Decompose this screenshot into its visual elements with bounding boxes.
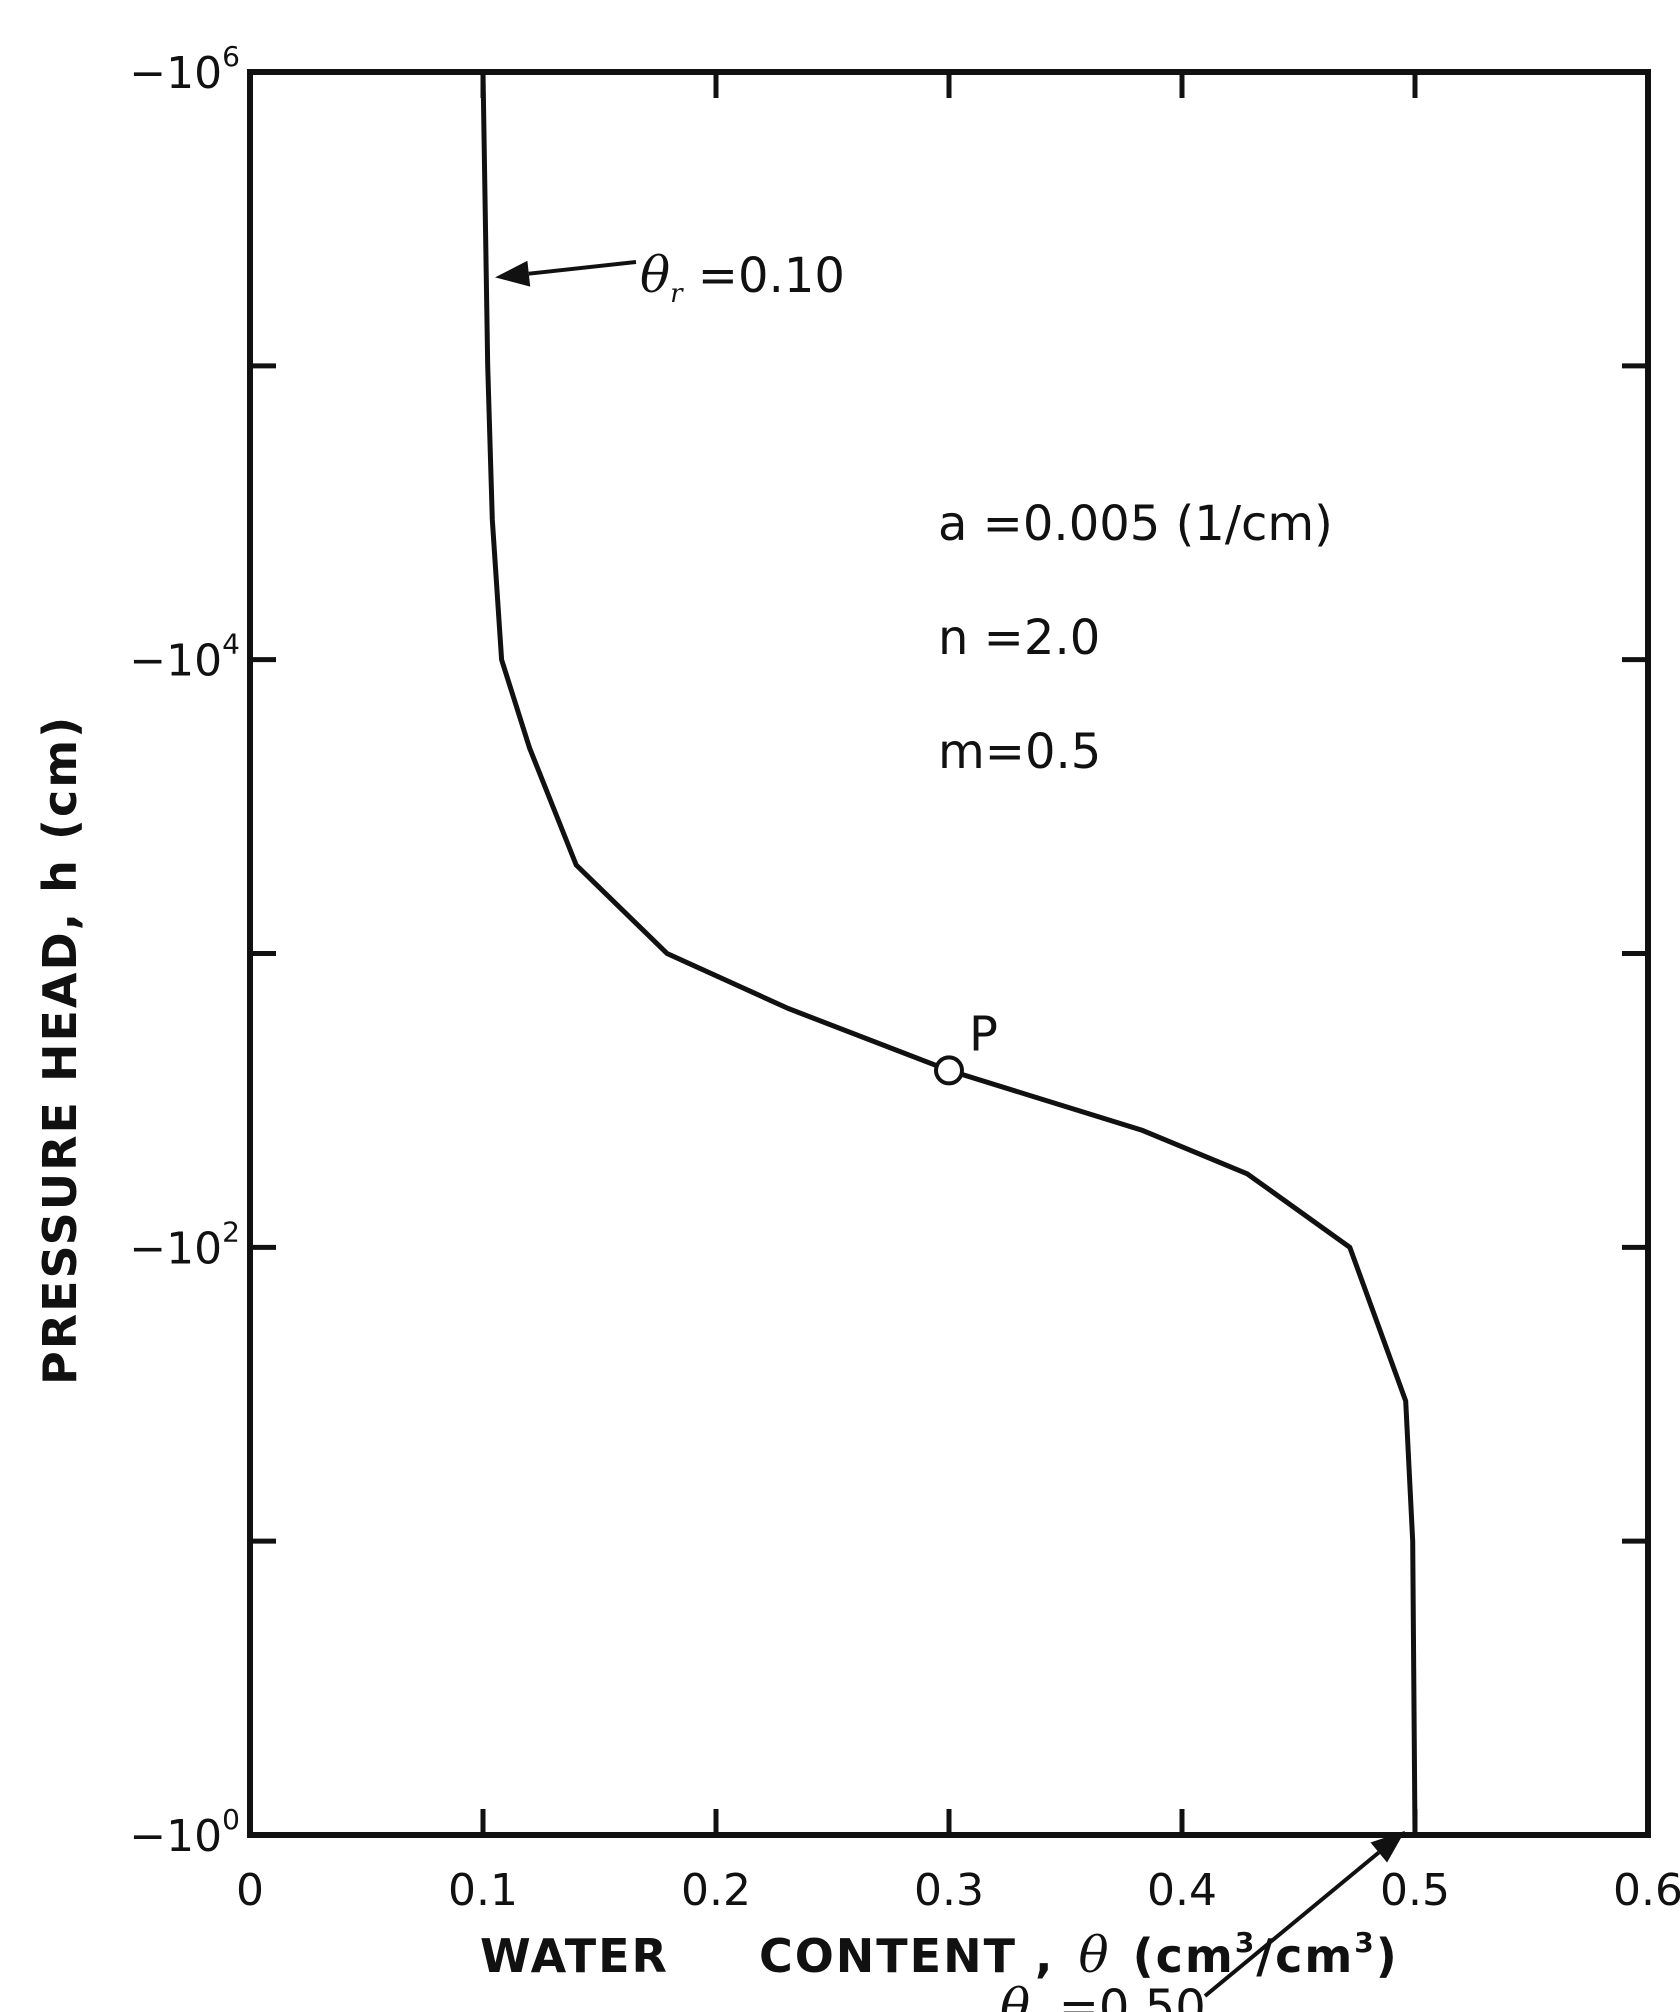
x-tick-label: 0.5 xyxy=(1380,1865,1450,1916)
param-m: m=0.5 xyxy=(938,724,1101,780)
x-tick-label: 0.1 xyxy=(448,1865,518,1916)
x-axis-title: WATER CONTENT , θ (cm3/cm3) xyxy=(480,1926,1399,1984)
theta-s-arrow-head xyxy=(1370,1830,1405,1863)
theta-s-arrow-line xyxy=(1203,1850,1381,1998)
y-tick-label: −102 xyxy=(129,1215,240,1274)
theta-r-arrow-head xyxy=(495,260,531,287)
y-tick-label: −104 xyxy=(129,628,240,687)
param-alpha: a =0.005 (1/cm) xyxy=(938,496,1333,552)
x-axis-ticks xyxy=(480,72,1418,1835)
x-tick-label: 0.6 xyxy=(1613,1865,1680,1916)
y-tick-label: −106 xyxy=(129,40,240,99)
theta-s-annotation: θs =0.50 xyxy=(1000,1830,1405,2012)
x-axis-tick-labels: 0 0.1 0.2 0.3 0.4 0.5 0.6 xyxy=(236,1865,1680,1916)
theta-r-arrow-line xyxy=(528,260,637,276)
param-n: n =2.0 xyxy=(938,610,1100,666)
x-tick-label: 0.3 xyxy=(914,1865,984,1916)
theta-r-annotation: θr =0.10 xyxy=(495,246,845,309)
point-p-marker xyxy=(934,1055,964,1086)
parameter-block: a =0.005 (1/cm) n =2.0 m=0.5 xyxy=(938,496,1333,780)
retention-curve-line xyxy=(480,71,1418,1836)
y-axis-tick-labels: −100 −102 −104 −106 xyxy=(129,40,240,1862)
x-tick-label: 0.2 xyxy=(681,1865,751,1916)
y-tick-label: −100 xyxy=(129,1803,240,1862)
x-tick-label: 0 xyxy=(236,1865,264,1916)
plot-frame xyxy=(247,69,1651,1838)
theta-r-label: θr =0.10 xyxy=(640,246,845,309)
point-p-label: P xyxy=(969,1006,998,1062)
x-tick-label: 0.4 xyxy=(1147,1865,1217,1916)
y-axis-ticks xyxy=(250,363,1648,1544)
theta-s-label: θs =0.50 xyxy=(1000,1978,1206,2012)
y-axis-title: PRESSURE HEAD, h (cm) xyxy=(33,715,87,1385)
